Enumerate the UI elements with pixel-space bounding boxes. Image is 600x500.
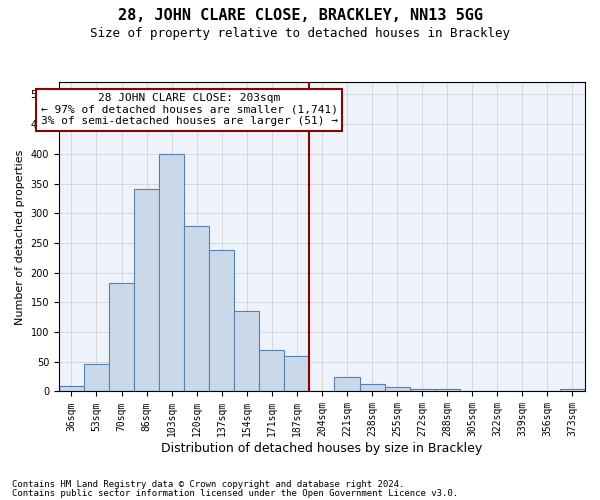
Bar [560, 388, 585, 392]
Text: Contains HM Land Registry data © Crown copyright and database right 2024.: Contains HM Land Registry data © Crown c… [12, 480, 404, 489]
Bar [184, 226, 209, 392]
Bar [134, 190, 159, 392]
Bar [434, 389, 460, 392]
Bar [410, 389, 434, 392]
X-axis label: Distribution of detached houses by size in Brackley: Distribution of detached houses by size … [161, 442, 482, 455]
Bar [334, 376, 359, 392]
Bar [59, 386, 84, 392]
Bar [84, 364, 109, 392]
Bar [234, 312, 259, 392]
Bar [159, 154, 184, 392]
Text: Size of property relative to detached houses in Brackley: Size of property relative to detached ho… [90, 28, 510, 40]
Bar [209, 250, 234, 392]
Bar [259, 350, 284, 392]
Bar [284, 356, 310, 392]
Text: 28, JOHN CLARE CLOSE, BRACKLEY, NN13 5GG: 28, JOHN CLARE CLOSE, BRACKLEY, NN13 5GG [118, 8, 482, 22]
Y-axis label: Number of detached properties: Number of detached properties [15, 150, 25, 324]
Bar [359, 384, 385, 392]
Bar [385, 388, 410, 392]
Bar [109, 282, 134, 392]
Text: Contains public sector information licensed under the Open Government Licence v3: Contains public sector information licen… [12, 488, 458, 498]
Text: 28 JOHN CLARE CLOSE: 203sqm
← 97% of detached houses are smaller (1,741)
3% of s: 28 JOHN CLARE CLOSE: 203sqm ← 97% of det… [41, 93, 338, 126]
